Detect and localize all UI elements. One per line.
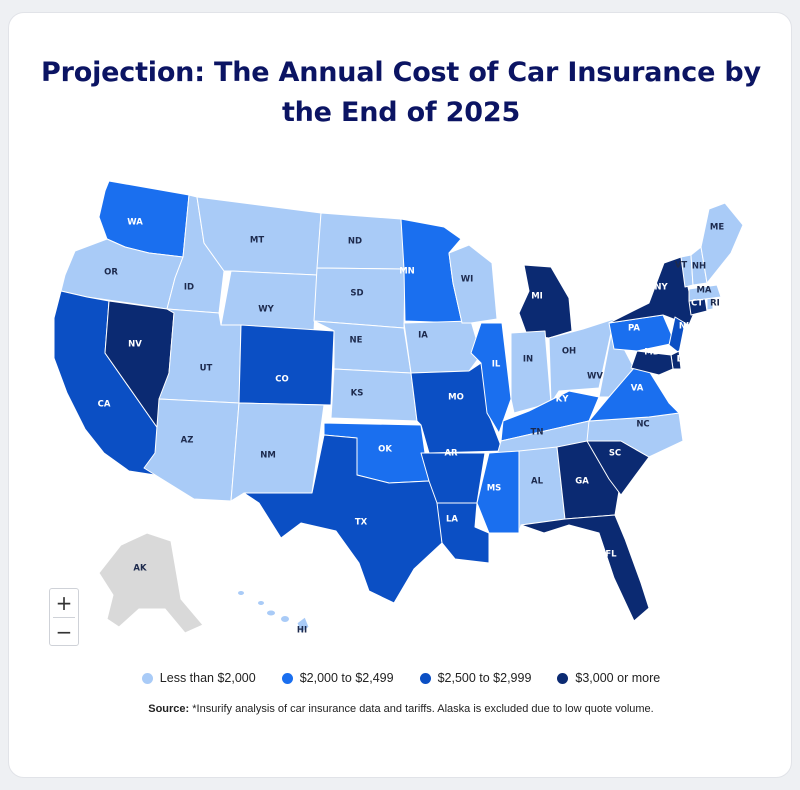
zoom-in-button[interactable]: + — [50, 589, 78, 617]
state-label-vt: VT — [675, 261, 688, 271]
state-label-va: VA — [631, 384, 644, 394]
state-label-nm: NM — [260, 451, 276, 461]
state-label-ky: KY — [556, 395, 570, 405]
legend-label-tier3: $2,500 to $2,999 — [437, 671, 532, 685]
state-label-mi: MI — [531, 292, 543, 302]
legend-label-tier4: $3,000 or more — [575, 671, 661, 685]
legend-item-tier3: $2,500 to $2,999 — [419, 671, 532, 685]
state-label-nj: NJ — [679, 322, 689, 332]
state-il[interactable] — [470, 322, 512, 434]
state-label-hi: HI — [297, 626, 307, 636]
state-label-or: OR — [104, 268, 118, 278]
state-label-ms: MS — [487, 484, 502, 494]
state-label-ok: OK — [378, 445, 392, 455]
state-label-ri: RI — [710, 299, 720, 309]
state-label-id: ID — [184, 283, 194, 293]
legend-swatch-tier4 — [557, 672, 569, 684]
state-label-me: ME — [710, 223, 724, 233]
state-label-az: AZ — [181, 436, 194, 446]
map-title: Projection: The Annual Cost of Car Insur… — [41, 57, 761, 128]
state-ks[interactable] — [330, 368, 418, 422]
legend-label-tier2: $2,000 to $2,499 — [299, 671, 394, 685]
state-label-nv: NV — [128, 340, 142, 350]
state-wi[interactable] — [448, 244, 498, 324]
state-label-ks: KS — [351, 389, 364, 399]
state-label-wv: WV — [587, 372, 603, 382]
state-label-ia: IA — [418, 331, 428, 341]
state-ma[interactable] — [688, 284, 722, 302]
state-label-ar: AR — [444, 449, 458, 459]
state-label-la: LA — [446, 515, 458, 525]
legend-item-tier1: Less than $2,000 — [141, 671, 256, 685]
legend-item-tier4: $3,000 or more — [557, 671, 660, 685]
zoom-control: + − — [49, 588, 79, 646]
state-az[interactable] — [143, 398, 240, 502]
state-la[interactable] — [436, 502, 490, 564]
map-card: Projection: The Annual Cost of Car Insur… — [8, 12, 792, 778]
state-ak[interactable] — [98, 532, 204, 634]
state-label-mn: MN — [399, 267, 415, 277]
state-fl[interactable] — [520, 514, 650, 622]
state-label-il: IL — [492, 360, 501, 370]
state-label-de: DE — [677, 355, 690, 365]
state-label-pa: PA — [628, 324, 640, 334]
zoom-out-button[interactable]: − — [50, 618, 78, 646]
state-wy[interactable] — [220, 270, 318, 332]
state-shapes — [53, 180, 744, 634]
state-tx[interactable] — [243, 434, 443, 604]
state-md[interactable] — [630, 350, 674, 376]
zoom-divider — [53, 617, 75, 618]
state-label-sd: SD — [350, 289, 363, 299]
state-co[interactable] — [238, 324, 335, 406]
state-ga[interactable] — [556, 440, 622, 520]
state-label-nd: ND — [348, 237, 362, 247]
state-label-wi: WI — [461, 275, 474, 285]
state-label-co: CO — [275, 375, 288, 385]
state-nm[interactable] — [230, 402, 325, 502]
source-text: *Insurify analysis of car insurance data… — [192, 703, 654, 715]
state-label-ak: AK — [133, 564, 147, 574]
state-label-ct: CT — [691, 299, 703, 309]
state-labels: WA OR CA NV ID MT WY UT AZ CO NM ND SD NE KS OK TX MN IA MO… — [98, 218, 725, 636]
state-ia[interactable] — [403, 320, 482, 374]
state-label-in: IN — [523, 355, 533, 365]
state-label-al: AL — [531, 477, 544, 487]
state-label-sc: SC — [609, 449, 621, 459]
state-label-tx: TX — [355, 518, 368, 528]
state-label-oh: OH — [562, 347, 576, 357]
source-note: Source: *Insurify analysis of car insura… — [9, 703, 793, 715]
state-label-mt: MT — [250, 236, 264, 246]
hi-islet-4 — [281, 616, 289, 622]
state-in[interactable] — [510, 330, 552, 414]
legend-swatch-tier3 — [419, 672, 431, 684]
state-me[interactable] — [700, 202, 744, 284]
state-label-fl: FL — [605, 550, 617, 560]
state-hi[interactable] — [296, 616, 310, 634]
state-label-ne: NE — [350, 336, 363, 346]
state-label-wa: WA — [127, 218, 143, 228]
us-choropleth-map[interactable]: WA OR CA NV ID MT WY UT AZ CO NM ND SD NE KS OK TX MN IA MO… — [9, 13, 793, 653]
hi-islet-3 — [267, 610, 275, 616]
state-label-ma: MA — [696, 286, 711, 296]
legend-swatch-tier1 — [141, 672, 153, 684]
legend-swatch-tier2 — [281, 672, 293, 684]
state-label-ut: UT — [200, 364, 213, 374]
map-legend: Less than $2,000 $2,000 to $2,499 $2,500… — [9, 668, 793, 688]
state-ms[interactable] — [476, 450, 520, 534]
state-mi[interactable] — [518, 264, 573, 339]
hi-islet-1 — [238, 591, 244, 595]
hi-islet-2 — [258, 601, 264, 605]
state-label-ny: NY — [654, 283, 668, 293]
state-label-tn: TN — [531, 428, 544, 438]
state-label-md: MD — [644, 348, 660, 358]
source-label: Source: — [148, 703, 190, 715]
state-label-mo: MO — [448, 393, 464, 403]
state-label-wy: WY — [258, 305, 274, 315]
legend-item-tier2: $2,000 to $2,499 — [281, 671, 394, 685]
state-label-nh: NH — [692, 262, 706, 272]
state-label-ga: GA — [575, 477, 589, 487]
legend-label-tier1: Less than $2,000 — [159, 671, 256, 685]
state-label-nc: NC — [636, 420, 649, 430]
state-label-ca: CA — [98, 400, 111, 410]
